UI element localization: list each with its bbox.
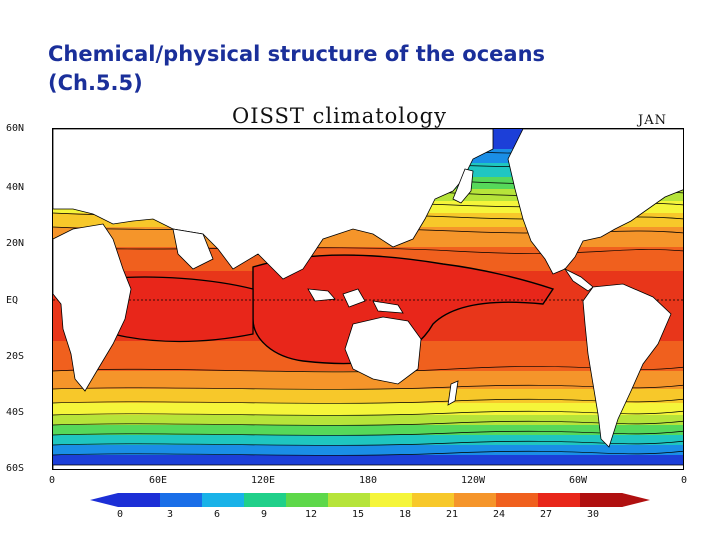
lon-label-0-right: 0 — [680, 475, 688, 486]
south-america — [582, 283, 672, 448]
colorbar-tick-30: 30 — [586, 509, 600, 520]
colorbar-right-arrow — [622, 493, 650, 507]
colorbar-tick-0: 0 — [116, 509, 124, 520]
lon-label-60w: 60W — [568, 475, 588, 486]
new-guinea — [372, 300, 404, 314]
eurasia — [53, 129, 494, 280]
lat-label-20s: 20S — [6, 351, 25, 362]
colorbar-swatch — [538, 493, 581, 507]
colorbar-swatch — [454, 493, 497, 507]
lon-label-120w: 120W — [460, 475, 486, 486]
lon-label-0-left: 0 — [48, 475, 56, 486]
colorbar-swatch — [244, 493, 287, 507]
lat-label-40n: 40N — [6, 182, 25, 193]
sst-map-canvas — [53, 129, 683, 469]
map-title: OISST climatology — [232, 104, 447, 128]
colorbar-swatch — [202, 493, 245, 507]
colorbar-tick-18: 18 — [398, 509, 412, 520]
colorbar-tick-3: 3 — [166, 509, 174, 520]
colorbar-tick-24: 24 — [492, 509, 506, 520]
colorbar-tick-21: 21 — [445, 509, 459, 520]
colorbar-swatch — [412, 493, 455, 507]
north-america — [507, 129, 683, 275]
lon-label-60e: 60E — [148, 475, 168, 486]
sumatra — [307, 288, 336, 302]
colorbar-left-arrow — [90, 493, 118, 507]
colorbar-tick-9: 9 — [260, 509, 268, 520]
colorbar-swatch — [370, 493, 413, 507]
africa — [53, 223, 132, 392]
antarctica — [53, 464, 683, 469]
colorbar-swatch — [286, 493, 329, 507]
central-america — [563, 267, 594, 292]
colorbar — [90, 493, 650, 507]
colorbar-swatch — [328, 493, 371, 507]
colorbar-swatch — [160, 493, 203, 507]
colorbar-swatch — [118, 493, 161, 507]
borneo — [342, 288, 366, 308]
india — [172, 228, 214, 270]
sst-map — [52, 128, 684, 470]
lon-label-180: 180 — [358, 475, 378, 486]
colorbar-tick-12: 12 — [304, 509, 318, 520]
japan — [452, 168, 474, 204]
colorbar-tick-6: 6 — [213, 509, 221, 520]
lat-label-60s: 60S — [6, 463, 25, 474]
indian-ocean-warm-contour — [102, 276, 254, 343]
slide-title-line1: Chemical/physical structure of the ocean… — [48, 42, 546, 66]
slide-title: Chemical/physical structure of the ocean… — [48, 40, 688, 98]
map-month-label: JAN — [638, 113, 667, 128]
colorbar-tick-27: 27 — [539, 509, 553, 520]
lon-label-120e: 120E — [250, 475, 276, 486]
colorbar-swatch — [496, 493, 539, 507]
colorbar-swatch — [580, 493, 623, 507]
colorbar-tick-15: 15 — [351, 509, 365, 520]
colorbar-swatches — [118, 493, 623, 507]
lat-label-20n: 20N — [6, 238, 25, 249]
lat-label-eq: EQ — [6, 295, 19, 306]
warm-pool-contour — [252, 254, 555, 365]
australia — [344, 316, 422, 385]
lat-label-60n: 60N — [6, 123, 25, 134]
land-masses — [53, 129, 683, 469]
slide-title-line2: (Ch.5.5) — [48, 71, 143, 95]
lat-label-40s: 40S — [6, 407, 25, 418]
new-zealand — [447, 380, 459, 406]
